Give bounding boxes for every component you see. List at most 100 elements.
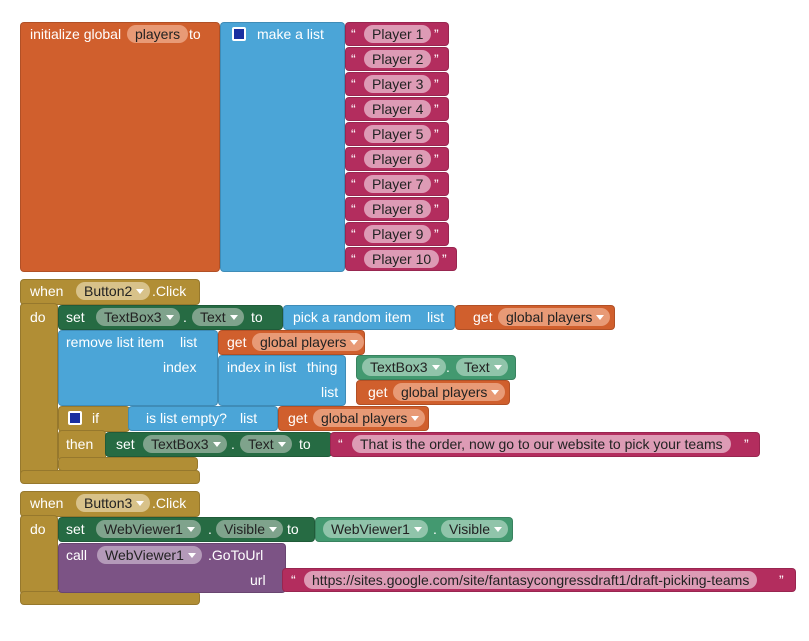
- label: list: [427, 309, 445, 325]
- property-dropdown[interactable]: Text: [240, 435, 292, 453]
- label: .: [208, 521, 212, 537]
- text-value: Player 1: [364, 25, 432, 43]
- mutator-icon[interactable]: [232, 27, 246, 41]
- label: call: [66, 547, 88, 563]
- quote: “: [351, 201, 356, 217]
- text-value: Player 2: [364, 50, 432, 68]
- quote: ”: [434, 101, 439, 117]
- variable-dropdown[interactable]: global players: [313, 409, 426, 427]
- label: then: [66, 436, 94, 452]
- label: do: [30, 521, 46, 537]
- quote: “: [351, 76, 356, 92]
- label: thing: [307, 359, 338, 375]
- label: .: [446, 359, 450, 375]
- quote: ”: [779, 572, 784, 588]
- label: get: [288, 410, 308, 426]
- variable-dropdown[interactable]: global players: [498, 308, 611, 326]
- label: if: [92, 410, 99, 426]
- label: to: [189, 26, 201, 42]
- quote: ”: [434, 151, 439, 167]
- quote: “: [351, 251, 356, 267]
- quote: ”: [434, 51, 439, 67]
- label: when: [30, 495, 64, 511]
- label: to: [299, 436, 311, 452]
- quote: “: [351, 26, 356, 42]
- component-dropdown[interactable]: TextBox3: [362, 358, 446, 376]
- component-dropdown[interactable]: WebViewer1: [323, 520, 428, 538]
- event-body[interactable]: [20, 515, 58, 595]
- label: set: [116, 436, 135, 452]
- label: pick a random item: [293, 309, 412, 325]
- component-dropdown[interactable]: WebViewer1: [97, 546, 202, 564]
- quote: ”: [434, 26, 439, 42]
- text-value: Player 7: [364, 175, 432, 193]
- text-value: Player 6: [364, 150, 432, 168]
- is-list-empty-block[interactable]: [128, 406, 278, 431]
- quote: “: [351, 101, 356, 117]
- label: .Click: [152, 495, 187, 511]
- remove-list-item-block[interactable]: [58, 330, 218, 406]
- if-bottom[interactable]: [58, 457, 198, 471]
- quote: ”: [442, 251, 447, 267]
- text-value: Player 9: [364, 225, 432, 243]
- component-dropdown[interactable]: TextBox3: [143, 435, 227, 453]
- component-dropdown[interactable]: Button2: [76, 282, 151, 300]
- label: .: [183, 309, 187, 325]
- label: get: [473, 309, 493, 325]
- label: .GoToUrl: [208, 547, 264, 563]
- event-bottom[interactable]: [20, 591, 200, 605]
- property-dropdown[interactable]: Visible: [441, 520, 508, 538]
- variable-name: players: [127, 25, 189, 43]
- label: make a list: [257, 26, 324, 42]
- label: .: [231, 436, 235, 452]
- text-value: Player 5: [364, 125, 432, 143]
- text-value: Player 4: [364, 100, 432, 118]
- if-body[interactable]: [58, 430, 106, 462]
- text-value: That is the order, now go to our website…: [352, 435, 731, 453]
- quote: ”: [434, 76, 439, 92]
- label: initialize global: [30, 26, 122, 42]
- label: to: [251, 309, 263, 325]
- label: remove list item: [66, 334, 165, 350]
- label: is list empty?: [146, 410, 227, 426]
- quote: “: [351, 176, 356, 192]
- initialize-global-block[interactable]: [20, 22, 220, 272]
- label: get: [227, 334, 247, 350]
- label: do: [30, 309, 46, 325]
- quote: “: [351, 151, 356, 167]
- quote: “: [291, 572, 296, 588]
- quote: ”: [744, 436, 749, 452]
- label: index in list: [227, 359, 297, 375]
- property-dropdown[interactable]: Text: [192, 308, 244, 326]
- label: set: [66, 309, 85, 325]
- label: .: [433, 521, 437, 537]
- mutator-icon[interactable]: [68, 411, 82, 425]
- index-in-list-block[interactable]: [218, 355, 346, 406]
- event-body[interactable]: [20, 303, 58, 478]
- variable-dropdown[interactable]: global players: [393, 383, 506, 401]
- quote: “: [338, 436, 343, 452]
- property-dropdown[interactable]: Text: [456, 358, 508, 376]
- label: url: [250, 572, 266, 588]
- text-value: Player 8: [364, 200, 432, 218]
- make-list-block[interactable]: [220, 22, 345, 272]
- text-value: https://sites.google.com/site/fantasycon…: [304, 571, 758, 589]
- text-value: Player 3: [364, 75, 432, 93]
- quote: ”: [434, 226, 439, 242]
- label: .Click: [152, 283, 187, 299]
- text-value: Player 10: [364, 250, 440, 268]
- label: index: [163, 359, 197, 375]
- pick-random-block[interactable]: [283, 305, 455, 330]
- label: list: [321, 384, 339, 400]
- component-dropdown[interactable]: Button3: [76, 494, 151, 512]
- component-dropdown[interactable]: TextBox3: [96, 308, 180, 326]
- event-bottom[interactable]: [20, 470, 200, 484]
- label: get: [368, 384, 388, 400]
- variable-dropdown[interactable]: global players: [252, 333, 365, 351]
- label: list: [240, 410, 258, 426]
- label: to: [287, 521, 299, 537]
- component-dropdown[interactable]: WebViewer1: [96, 520, 201, 538]
- property-dropdown[interactable]: Visible: [216, 520, 283, 538]
- quote: ”: [434, 126, 439, 142]
